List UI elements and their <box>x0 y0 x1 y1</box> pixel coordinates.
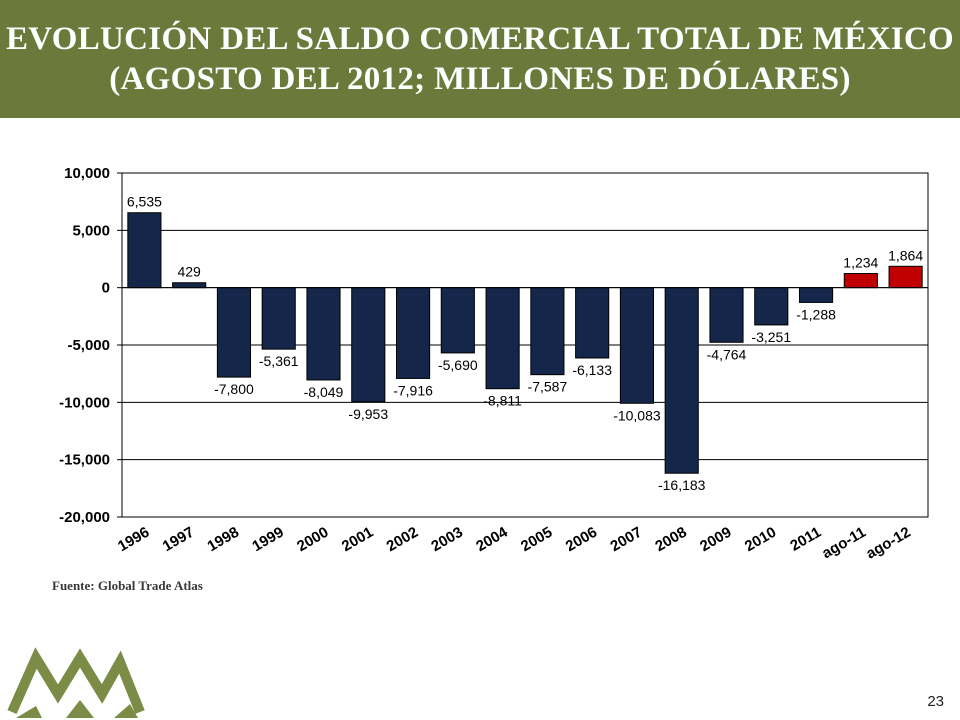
bar <box>440 287 475 354</box>
x-tick-label: 2011 <box>787 524 824 555</box>
data-label: -5,690 <box>438 357 478 373</box>
x-tick-label: 2010 <box>742 524 779 555</box>
bar <box>530 287 565 376</box>
bar <box>306 287 341 381</box>
bar <box>888 265 923 289</box>
y-tick-label: -20,000 <box>59 509 110 526</box>
slide-header: EVOLUCIÓN DEL SALDO COMERCIAL TOTAL DE M… <box>0 0 960 118</box>
x-tick-label: 2000 <box>294 524 331 555</box>
x-tick-label: 1997 <box>160 524 197 555</box>
plot-frame <box>121 172 929 518</box>
bar <box>798 287 834 303</box>
bar <box>261 287 296 350</box>
page-number: 23 <box>927 693 944 710</box>
x-tick-label: ago-12 <box>863 524 913 563</box>
bar <box>127 212 162 289</box>
data-label: -4,764 <box>707 346 747 362</box>
data-label: -9,953 <box>348 406 388 422</box>
y-tick-label: -15,000 <box>59 452 110 469</box>
x-tick-label: 1999 <box>249 524 286 555</box>
bar <box>395 287 431 379</box>
x-tick-label: ago-11 <box>819 524 869 562</box>
bar <box>664 287 699 474</box>
bar <box>216 287 252 378</box>
y-tick-label: -5,000 <box>67 337 110 354</box>
bar <box>843 273 878 289</box>
title-line-2: (AGOSTO DEL 2012; MILLONES DE DÓLARES) <box>109 61 851 97</box>
data-label: -7,587 <box>528 379 568 395</box>
data-label: -3,251 <box>751 329 791 345</box>
data-label: -1,288 <box>796 306 836 322</box>
data-label: 1,864 <box>888 247 923 263</box>
y-tick-label: 10,000 <box>64 165 110 182</box>
data-label: -10,083 <box>613 407 661 423</box>
mountains-logo-icon <box>7 647 145 718</box>
x-tick-label: 2006 <box>563 524 600 555</box>
bar <box>172 282 207 289</box>
bar <box>575 287 610 359</box>
x-tick-label: 2009 <box>697 524 734 555</box>
x-tick-label: 2003 <box>428 524 465 555</box>
data-label: -8,049 <box>304 384 344 400</box>
x-tick-label: 1998 <box>205 524 242 555</box>
data-label: -5,361 <box>259 353 299 369</box>
y-tick-label: 0 <box>102 280 110 297</box>
x-tick-label: 2007 <box>608 524 645 555</box>
source-note: Fuente: Global Trade Atlas <box>52 578 203 593</box>
x-tick-label: 2001 <box>339 524 376 555</box>
data-label: -7,800 <box>214 381 254 397</box>
data-label: 429 <box>177 264 201 280</box>
data-label: -8,811 <box>483 393 522 409</box>
data-label: -6,133 <box>572 362 612 378</box>
data-label: -7,916 <box>393 382 433 398</box>
title-line-1: EVOLUCIÓN DEL SALDO COMERCIAL TOTAL DE M… <box>5 21 955 57</box>
x-tick-label: 2008 <box>652 524 689 555</box>
x-tick-label: 2002 <box>384 524 421 555</box>
data-label: 1,234 <box>843 255 878 271</box>
x-tick-label: 1996 <box>115 524 152 555</box>
x-tick-label: 2005 <box>518 524 555 555</box>
bar <box>709 287 744 343</box>
x-tick-label: 2004 <box>473 523 511 555</box>
y-tick-label: -10,000 <box>59 394 110 411</box>
bar <box>485 287 520 390</box>
data-label: -16,183 <box>658 477 706 493</box>
bar <box>754 287 789 326</box>
bar <box>351 287 386 403</box>
data-label: 6,535 <box>127 194 162 210</box>
bar <box>619 287 655 404</box>
trade-balance-bar-chart: -20,000 -15,000 -10,000 -5,000 0 5,000 10,000 6… <box>59 165 929 563</box>
y-tick-label: 5,000 <box>72 222 110 239</box>
